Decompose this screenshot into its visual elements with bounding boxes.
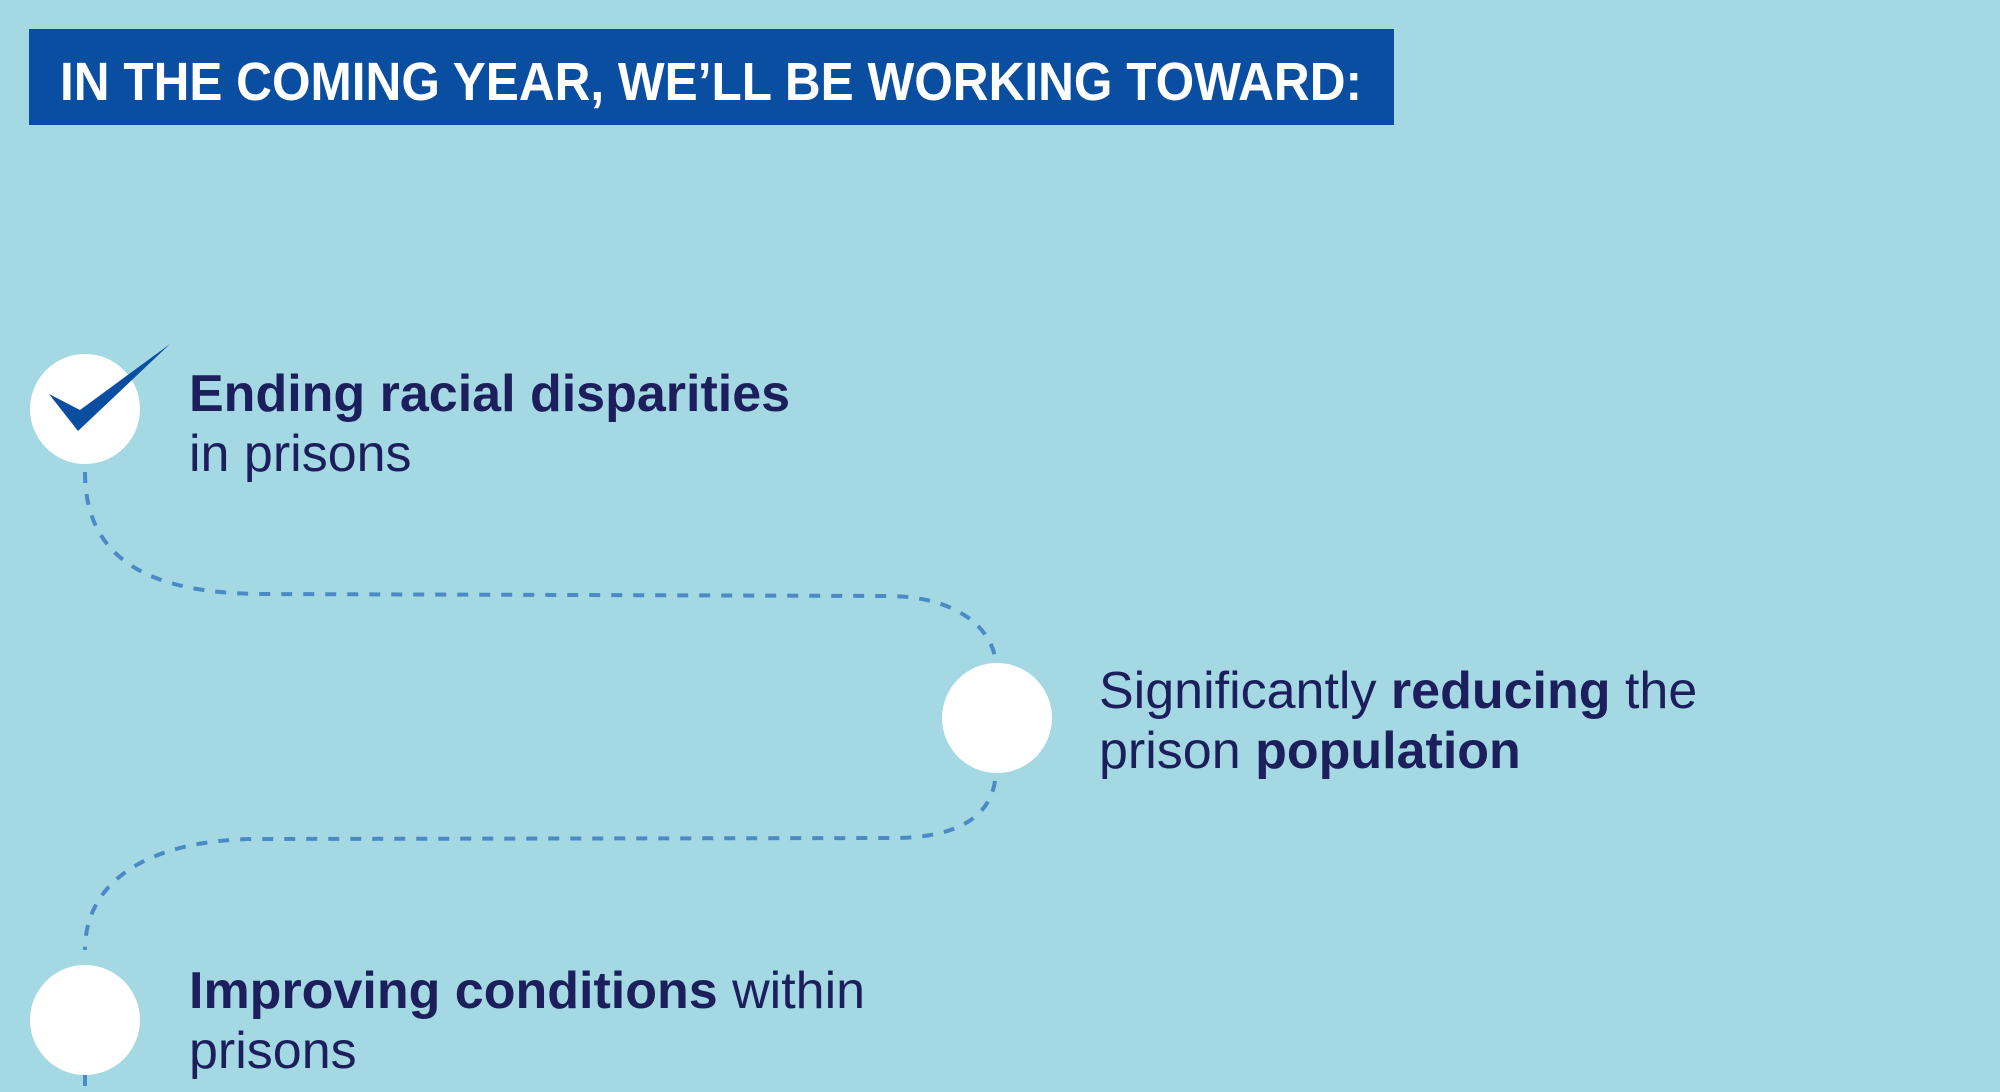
header-title: IN THE COMING YEAR, WE’LL BE WORKING TOW… [60,52,1362,112]
step-text: Ending racial disparities [189,365,790,423]
text: prisons [189,1022,357,1080]
bold-text: Ending racial disparities [189,365,790,423]
dashed-path [83,471,997,1092]
text: within [718,962,865,1020]
header-box [29,29,1394,125]
step-text: Improving conditions within [189,962,865,1020]
text: the [1611,662,1698,720]
bold-text: reducing [1391,662,1611,720]
step-text: in prisons [189,425,412,483]
step-circle [30,965,140,1075]
step-text: prison population [1099,722,1521,780]
step-text: Significantly reducing the [1099,662,1697,720]
step-circle [942,663,1052,773]
bold-text: population [1255,722,1521,780]
text: Significantly [1099,662,1391,720]
text: in prisons [189,425,412,483]
text: prison [1099,722,1255,780]
bold-text: Improving conditions [189,962,718,1020]
step-text: prisons [189,1022,357,1080]
